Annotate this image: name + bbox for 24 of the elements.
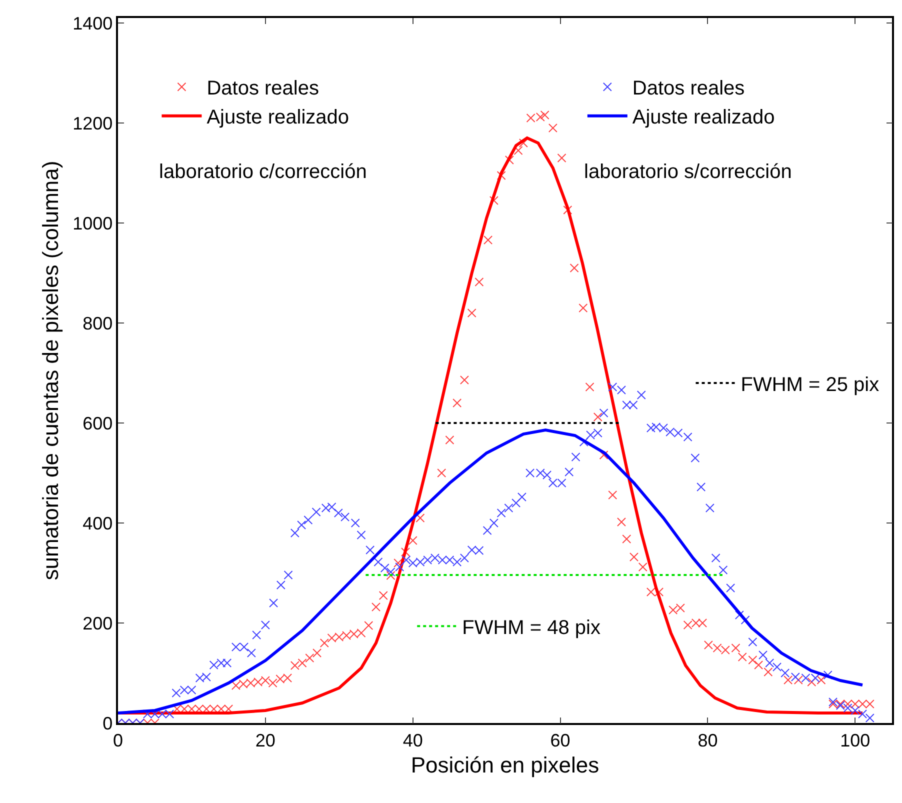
legend-label: Datos reales	[632, 78, 745, 100]
y-tick-label: 200	[82, 613, 113, 634]
line-series	[118, 428, 864, 714]
x-tick-label: 100	[840, 730, 870, 750]
y-tick-label: 1000	[72, 213, 113, 234]
x-tick-label: 80	[698, 730, 718, 750]
legend-label: FWHM = 48 pix	[462, 616, 600, 639]
y-tick-label: 1400	[72, 13, 113, 34]
legend-label: Ajuste realizado	[206, 106, 350, 129]
y-tick-label: 1200	[72, 113, 113, 134]
x-tick-label: 60	[550, 730, 570, 750]
annotation: laboratorio s/corrección	[584, 161, 792, 183]
x-tick-label: 20	[255, 730, 276, 750]
legend-label: Datos reales	[206, 78, 319, 100]
x-axis-title: Posición en pixeles	[410, 752, 600, 778]
legend-label: Ajuste realizado	[632, 106, 775, 129]
legend-label: FWHM = 25 pix	[740, 374, 880, 396]
annotation: laboratorio c/corrección	[159, 161, 367, 183]
x-tick-label: 40	[402, 730, 423, 750]
y-tick-label: 800	[82, 313, 113, 334]
y-tick-label: 0	[102, 713, 113, 734]
y-tick-label: 400	[82, 513, 113, 534]
y-tick-label: 600	[82, 413, 113, 434]
y-axis-title: sumatoria de cuentas de pixeles (columna)	[38, 160, 63, 580]
